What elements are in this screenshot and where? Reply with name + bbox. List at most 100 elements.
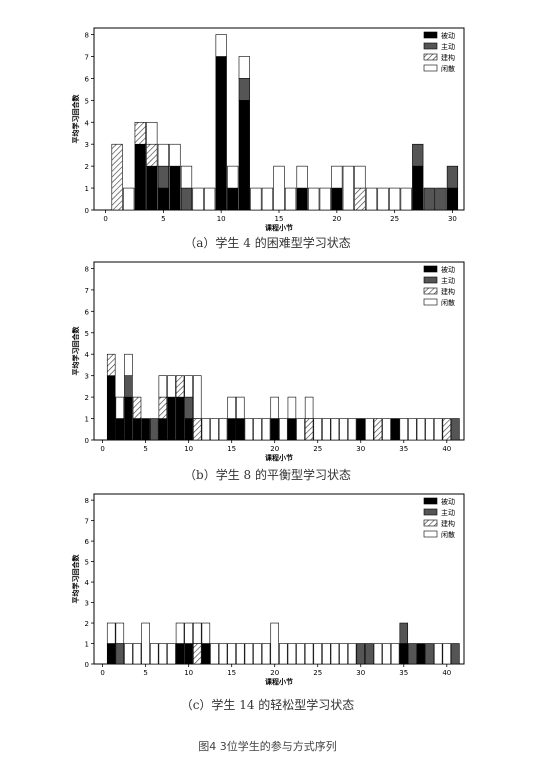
bar-segment: [284, 187, 297, 211]
y-axis-label: 平均学习回合数: [71, 326, 80, 376]
legend-swatch: [423, 276, 438, 284]
bar-segment: [442, 418, 452, 441]
x-tick-label: 25: [313, 669, 322, 677]
y-tick-label: 8: [85, 32, 89, 40]
bar-segment: [416, 418, 426, 441]
y-tick-label: 4: [85, 579, 90, 587]
y-tick-label: 5: [85, 559, 89, 567]
y-tick-label: 0: [85, 207, 89, 215]
x-tick-label: 10: [184, 445, 193, 453]
bar-segment: [157, 143, 169, 167]
bar-segment: [169, 165, 181, 211]
y-tick-label: 3: [85, 373, 89, 381]
bar-segment: [180, 187, 193, 211]
bar-segment: [279, 418, 288, 441]
bar-segment: [158, 643, 168, 665]
y-axis-label: 平均学习回合数: [71, 554, 80, 604]
bar-segment: [149, 418, 159, 441]
bar-segment: [446, 165, 459, 189]
bar-segment: [227, 396, 236, 419]
bar-segment: [184, 418, 193, 441]
x-tick-label: 20: [270, 445, 279, 453]
bar-segment: [304, 418, 314, 441]
legend-swatch: [423, 519, 438, 527]
bar-segment: [389, 187, 401, 211]
bar-segment: [215, 34, 227, 57]
y-tick-label: 5: [85, 330, 89, 338]
legend-label: 闲散: [441, 64, 455, 73]
bar-segment: [132, 396, 142, 419]
bar-segment: [412, 165, 424, 211]
bar-segment: [347, 643, 357, 665]
bar-segment: [423, 187, 435, 211]
bar-segment: [227, 643, 236, 665]
bar-segment: [354, 187, 366, 211]
x-tick-label: 15: [227, 445, 236, 453]
bar-segment: [322, 418, 331, 441]
bar-segment: [399, 643, 409, 665]
legend-label: 闲散: [441, 530, 455, 539]
x-tick-label: 0: [103, 215, 107, 223]
y-tick-label: 8: [85, 497, 89, 505]
bar-segment: [192, 375, 202, 419]
bar-segment: [184, 643, 193, 665]
x-tick-label: 15: [275, 215, 284, 223]
y-tick-label: 2: [85, 394, 89, 402]
bar-segment: [347, 418, 357, 441]
bar-segment: [365, 418, 374, 441]
bar-segment: [330, 643, 340, 665]
bar-segment: [253, 643, 262, 665]
y-tick-label: 4: [85, 119, 90, 127]
bar-segment: [308, 187, 320, 211]
bar-segment: [236, 418, 245, 441]
bar-segment: [304, 396, 314, 419]
y-tick-label: 6: [85, 308, 90, 316]
bar-segment: [111, 143, 123, 211]
legend-swatch: [423, 31, 438, 39]
bar-segment: [158, 418, 168, 441]
x-tick-label: 10: [217, 215, 226, 223]
bar-segment: [124, 375, 133, 398]
x-axis-label: 课程小节: [265, 223, 293, 232]
bar-segment: [192, 418, 202, 441]
x-tick-label: 5: [161, 215, 165, 223]
bar-segment: [451, 643, 460, 665]
bar-segment: [442, 643, 452, 665]
bar-segment: [304, 643, 314, 665]
legend-label: 建构: [441, 519, 455, 528]
x-tick-label: 5: [143, 669, 147, 677]
y-tick-label: 3: [85, 141, 89, 149]
bar-segment: [356, 643, 366, 665]
bar-segment: [296, 643, 305, 665]
bar-segment: [146, 165, 158, 211]
bar-segment: [175, 643, 185, 665]
y-tick-label: 2: [85, 620, 89, 628]
bar-segment: [141, 622, 150, 665]
bar-segment: [167, 396, 176, 441]
bar-segment: [167, 375, 176, 398]
bar-segment: [236, 396, 245, 419]
bar-segment: [446, 187, 459, 211]
bar-segment: [158, 375, 168, 398]
y-tick-label: 8: [85, 265, 89, 273]
bar-segment: [287, 396, 297, 419]
bar-segment: [238, 56, 250, 79]
bar-segment: [287, 643, 297, 665]
bar-segment: [339, 418, 348, 441]
bar-segment: [313, 418, 322, 441]
bar-segment: [218, 418, 228, 441]
y-tick-label: 7: [85, 54, 89, 62]
bar-segment: [227, 165, 239, 189]
bar-segment: [106, 643, 116, 665]
bar-segment: [132, 643, 142, 665]
bar-segment: [184, 375, 193, 398]
legend-swatch: [423, 530, 438, 538]
legend-label: 被动: [441, 265, 455, 274]
bar-segment: [169, 143, 181, 167]
chart-panel-b: 0 1 2 3 4 5 6 7 8 0 5 10 15 20 25 30 35 40 课程小节 平均学习回合数 被动 主动…: [0, 258, 535, 490]
bar-segment: [192, 622, 202, 644]
chart-panel-c: 0 1 2 3 4 5 6 7 8 0 5 10 15 20 25 30 35 40 课程小节 平均学习回合数 被动 主动…: [0, 490, 535, 722]
bar-segment: [433, 418, 443, 441]
chart-c-caption: （c）学生 14 的轻松型学习状态: [180, 698, 355, 712]
